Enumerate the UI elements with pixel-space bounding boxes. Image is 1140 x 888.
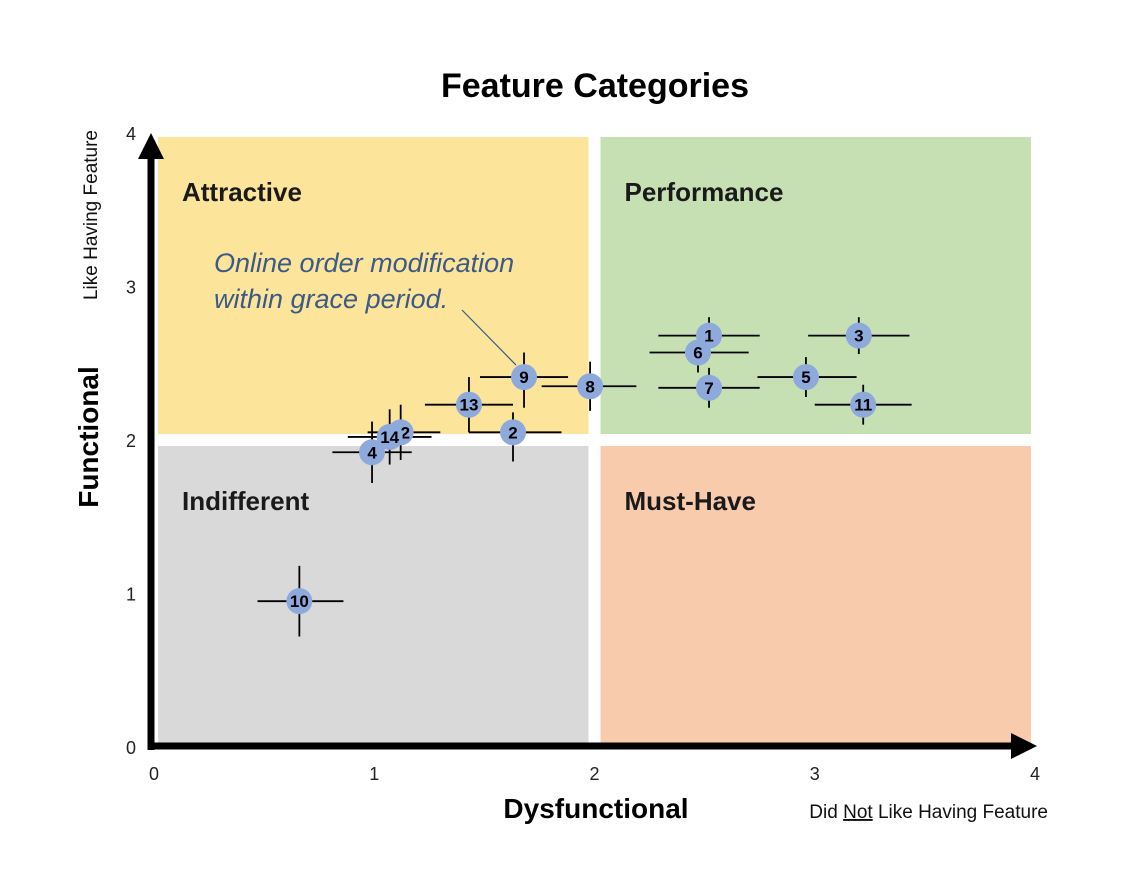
annotation-leader-line [461,309,517,366]
data-point-2 [500,419,527,446]
data-point-label-10: 10 [290,592,309,611]
data-point-6 [685,339,712,366]
x-axis-note: Did Not Like Having Feature [809,802,1048,823]
data-point-4 [359,439,386,466]
y-tick-label-2: 2 [126,431,136,451]
data-point-label-8: 8 [585,377,594,396]
data-point-9 [511,364,538,391]
data-point-14 [376,423,403,450]
quadrant-label-indifferent: Indifferent [182,486,309,516]
data-point-label-4: 4 [367,443,377,462]
annotation-layer: Online order modification within grace pe… [214,248,517,366]
axis-layer [138,133,1037,759]
y-axis-arrowhead [138,133,164,159]
x-axis-note-suffix: Like Having Feature [873,802,1048,823]
x-tick-label-1: 1 [369,764,379,784]
y-axis-note: Like Having Feature [81,130,102,300]
x-axis-arrowhead [1011,733,1037,759]
x-tick-label-2: 2 [589,764,599,784]
data-point-3 [845,322,872,349]
x-tick-label-3: 3 [810,764,820,784]
tick-label-layer: 0 1 2 3 4 0 1 2 3 4 [126,124,1040,784]
data-point-label-11: 11 [854,396,872,415]
quadrant-layer: Attractive Performance Indifferent Must-Hav… [158,137,1031,747]
chart-title: Feature Categories [441,67,749,105]
quadrant-must-have [600,446,1031,747]
data-point-label-3: 3 [854,327,863,346]
annotation-line-1: Online order modification [214,248,514,278]
y-tick-label-1: 1 [126,585,136,605]
point-layer: 1234567891011121314 [286,322,877,615]
data-point-label-5: 5 [801,368,810,387]
x-axis-title: Dysfunctional [503,793,688,824]
x-tick-label-0: 0 [149,764,159,784]
data-point-label-13: 13 [459,396,478,415]
y-axis-title: Functional [73,366,104,508]
data-point-label-7: 7 [704,379,713,398]
x-tick-label-4: 4 [1030,764,1040,784]
data-point-label-14: 14 [380,428,399,447]
quadrant-label-performance: Performance [625,177,784,207]
data-point-7 [696,374,723,401]
data-point-5 [792,364,819,391]
y-tick-label-0: 0 [126,738,136,758]
data-point-label-6: 6 [693,344,702,363]
data-point-label-2: 2 [508,423,517,442]
x-axis-note-prefix: Did [809,802,843,823]
quadrant-label-must-have: Must-Have [625,486,756,516]
annotation-line-2: within grace period. [214,284,448,314]
x-axis-note-emphasis: Not [843,802,873,823]
y-tick-label-3: 3 [126,278,136,298]
data-point-10 [286,588,313,615]
data-point-label-1: 1 [704,327,713,346]
data-point-label-9: 9 [519,368,528,387]
data-point-8 [577,373,604,400]
data-point-13 [455,391,482,418]
quadrant-indifferent [158,446,589,747]
y-tick-label-4: 4 [126,124,136,144]
quadrant-label-attractive: Attractive [182,177,302,207]
data-point-11 [850,391,877,418]
